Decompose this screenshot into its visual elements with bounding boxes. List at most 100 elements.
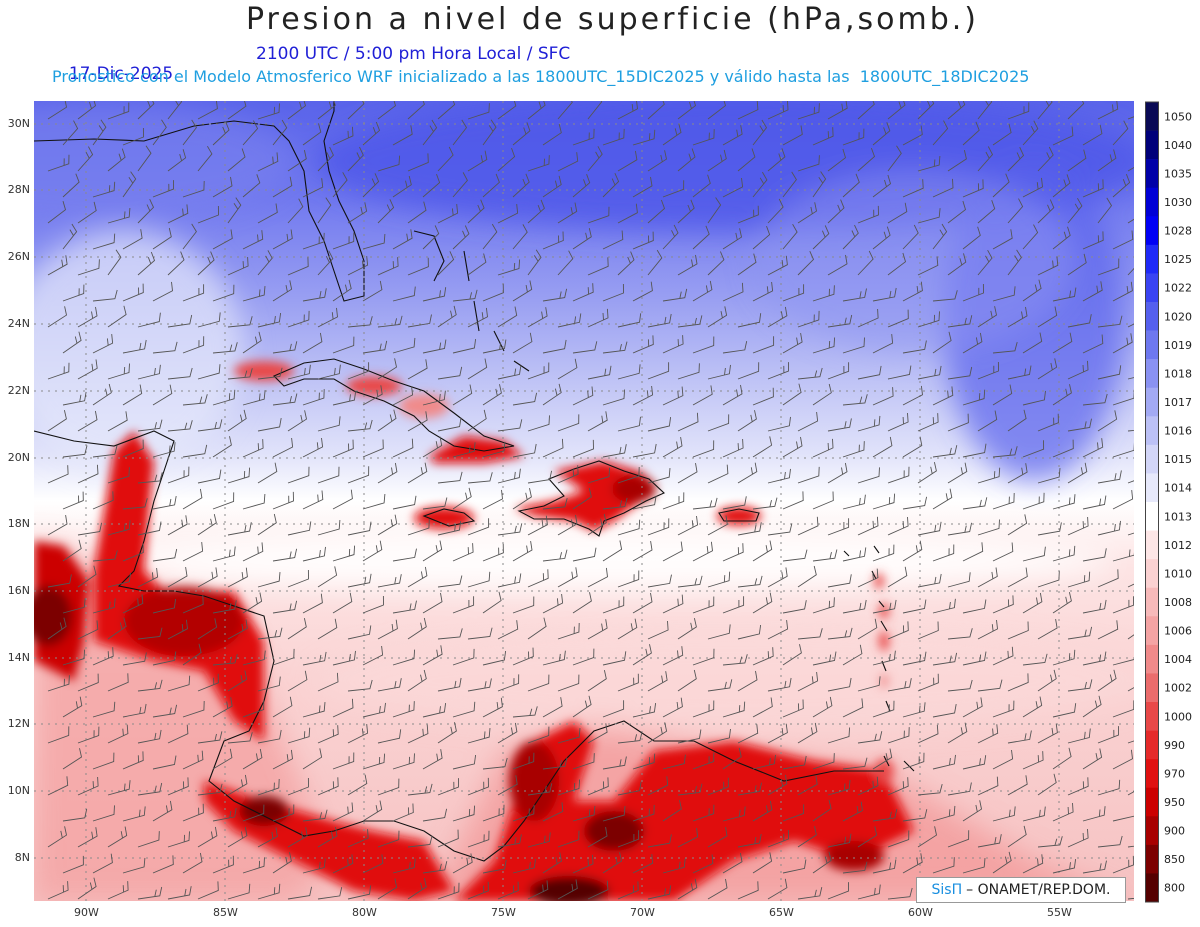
wind-barb	[77, 146, 94, 172]
wind-barb	[767, 677, 792, 692]
wind-barb	[707, 464, 729, 484]
wind-barb	[242, 650, 266, 666]
wind-barb	[632, 281, 653, 302]
wind-barb	[467, 307, 488, 328]
wind-barb	[992, 384, 1013, 406]
wind-barb	[377, 729, 402, 744]
wind-barb	[1052, 126, 1074, 146]
wind-barb	[887, 365, 912, 380]
wind-barb	[932, 178, 954, 198]
wind-barb	[1067, 626, 1093, 640]
wind-barb	[632, 495, 657, 510]
wind-barb	[482, 489, 503, 510]
wind-barb	[587, 206, 610, 224]
wind-barb	[227, 522, 252, 536]
wind-barb	[347, 419, 373, 432]
credit-box: SisΠ – ONAMET/REP.DOM.	[916, 877, 1126, 903]
wind-barb	[572, 283, 594, 302]
wind-barb	[1037, 101, 1053, 120]
wind-barb	[137, 886, 163, 900]
wind-barb	[512, 122, 531, 146]
wind-barb	[62, 173, 80, 198]
wind-barb	[632, 129, 656, 146]
wind-barb	[872, 493, 896, 510]
wind-barb	[152, 755, 177, 770]
wind-barb	[1097, 835, 1123, 848]
wind-barb	[317, 777, 339, 796]
wind-barb	[1082, 393, 1108, 406]
wind-barb	[407, 566, 428, 588]
wind-barb	[542, 852, 563, 874]
wind-barb	[62, 598, 86, 614]
wind-barb	[767, 416, 791, 432]
wind-barb	[482, 339, 507, 354]
wind-barb	[617, 203, 638, 224]
wind-barb	[527, 470, 553, 484]
wind-barb	[47, 826, 68, 848]
wind-barb	[272, 280, 293, 302]
wind-barb	[287, 410, 308, 432]
wind-barb	[962, 599, 987, 614]
wind-barb	[302, 593, 323, 614]
wind-barb	[572, 592, 592, 614]
wind-barb	[962, 179, 984, 198]
wind-barb	[452, 442, 476, 458]
wind-barb	[827, 148, 847, 172]
wind-barb	[917, 208, 941, 224]
wind-barb	[857, 676, 881, 692]
wind-barb	[1112, 173, 1131, 198]
wind-barb	[1112, 333, 1133, 354]
legend-swatch	[1145, 530, 1159, 560]
wind-barb	[257, 729, 282, 744]
wind-barb	[287, 257, 309, 276]
central-america-coast	[34, 430, 884, 862]
wind-barb	[857, 467, 880, 484]
wind-barb	[602, 806, 626, 822]
wind-barb	[1112, 855, 1134, 874]
wind-barb	[482, 591, 502, 614]
wind-barb	[212, 436, 232, 458]
wind-barb	[587, 365, 612, 380]
wind-barb	[182, 284, 205, 302]
wind-barb	[242, 390, 266, 406]
wind-barb	[107, 102, 130, 120]
wind-barb	[437, 628, 463, 640]
wind-barb	[1052, 332, 1073, 354]
lon-label: 75W	[491, 906, 516, 919]
legend-swatch	[1145, 473, 1159, 503]
wind-barb	[407, 462, 428, 484]
wind-barb	[407, 878, 427, 900]
wind-barb	[332, 545, 356, 562]
wind-barb	[857, 884, 881, 900]
wind-barb	[602, 230, 624, 250]
wind-barb	[857, 147, 876, 172]
wind-barb	[587, 670, 607, 692]
legend-level-label: 1002	[1164, 682, 1192, 695]
wind-barb	[722, 228, 743, 250]
wind-barb	[392, 175, 412, 198]
wind-barb	[152, 119, 167, 146]
wind-barb	[482, 384, 502, 406]
wind-barb	[392, 600, 417, 614]
wind-barb	[1052, 287, 1077, 302]
wind-barb	[227, 619, 248, 640]
legend-swatch	[1145, 244, 1159, 274]
wind-barb	[407, 101, 425, 120]
wind-barb	[77, 827, 98, 848]
wind-barb	[857, 205, 879, 224]
wind-barb	[152, 180, 174, 198]
wind-barb	[212, 748, 233, 770]
wind-barb	[722, 747, 742, 770]
jamaica-coast	[422, 508, 476, 527]
wind-barb	[242, 804, 265, 822]
wind-barb	[152, 651, 177, 666]
wind-barb	[1007, 306, 1028, 328]
wind-barb	[752, 225, 771, 250]
wind-barb	[842, 441, 865, 458]
wind-barb	[887, 516, 909, 536]
wind-barb	[962, 858, 986, 874]
wind-barb	[122, 439, 144, 458]
wind-barb	[752, 387, 774, 406]
wind-barb	[542, 288, 568, 302]
sispi-logo-text: SisΠ	[931, 882, 963, 898]
